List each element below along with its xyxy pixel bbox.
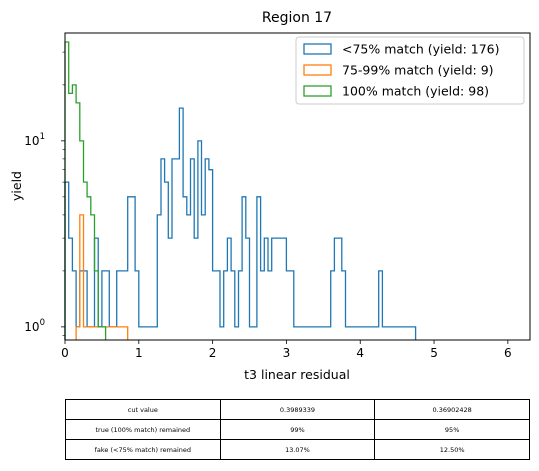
legend-swatch bbox=[303, 85, 332, 97]
table-cell: 99% bbox=[219, 419, 376, 440]
legend-entry-label: 75-99% match (yield: 9) bbox=[342, 63, 494, 78]
histogram-series-0 bbox=[64, 107, 417, 340]
legend-entry-label: <75% match (yield: 176) bbox=[342, 42, 500, 57]
table-cell: fake (<75% match) remained bbox=[65, 439, 221, 460]
table-cell: 0.36902428 bbox=[374, 399, 530, 420]
plot-frame bbox=[64, 32, 531, 341]
legend-box bbox=[295, 36, 525, 105]
table-cell: 13.07% bbox=[219, 439, 376, 460]
table-cell: true (100% match) remained bbox=[65, 419, 221, 440]
legend-swatch bbox=[303, 43, 332, 55]
x-tick-label: 1 bbox=[135, 346, 143, 360]
x-tick-label: 5 bbox=[430, 346, 438, 360]
histogram-plot: Region 17 0 1 2 3 4 5 6 100 101 t3 linear resid… bbox=[9, 10, 531, 382]
table-row: true (100% match) remained 99% 95% bbox=[65, 419, 530, 440]
table-row: fake (<75% match) remained 13.07% 12.50% bbox=[65, 439, 530, 460]
table-cell: cut value bbox=[65, 399, 221, 420]
legend-swatch bbox=[303, 64, 332, 76]
chart-title: Region 17 bbox=[262, 10, 332, 26]
table-cell: 0.3989339 bbox=[219, 399, 376, 420]
histogram-series-group bbox=[64, 41, 417, 340]
histogram-series-2 bbox=[64, 41, 107, 340]
x-tick-label: 2 bbox=[209, 346, 217, 360]
y-tick-label: 101 bbox=[24, 132, 45, 148]
x-tick-group: 0 1 2 3 4 5 6 bbox=[61, 340, 512, 360]
table-cell: 95% bbox=[374, 419, 530, 440]
table-row: cut value 0.3989339 0.36902428 bbox=[65, 399, 530, 420]
x-tick-label: 4 bbox=[356, 346, 364, 360]
x-axis-label: t3 linear residual bbox=[244, 367, 350, 382]
x-tick-label: 0 bbox=[61, 346, 69, 360]
cut-summary-table: cut value 0.3989339 0.36902428 true (100% m… bbox=[65, 399, 530, 460]
x-tick-label: 6 bbox=[504, 346, 512, 360]
legend-entry-label: 100% match (yield: 98) bbox=[342, 84, 489, 99]
table-cell: 12.50% bbox=[374, 439, 530, 460]
legend: <75% match (yield: 176) 75-99% match (yie… bbox=[295, 36, 525, 105]
y-tick-group: 100 101 bbox=[24, 51, 65, 336]
x-tick-label: 3 bbox=[283, 346, 291, 360]
y-axis-label: yield bbox=[9, 171, 24, 201]
y-tick-label: 100 bbox=[24, 318, 45, 334]
